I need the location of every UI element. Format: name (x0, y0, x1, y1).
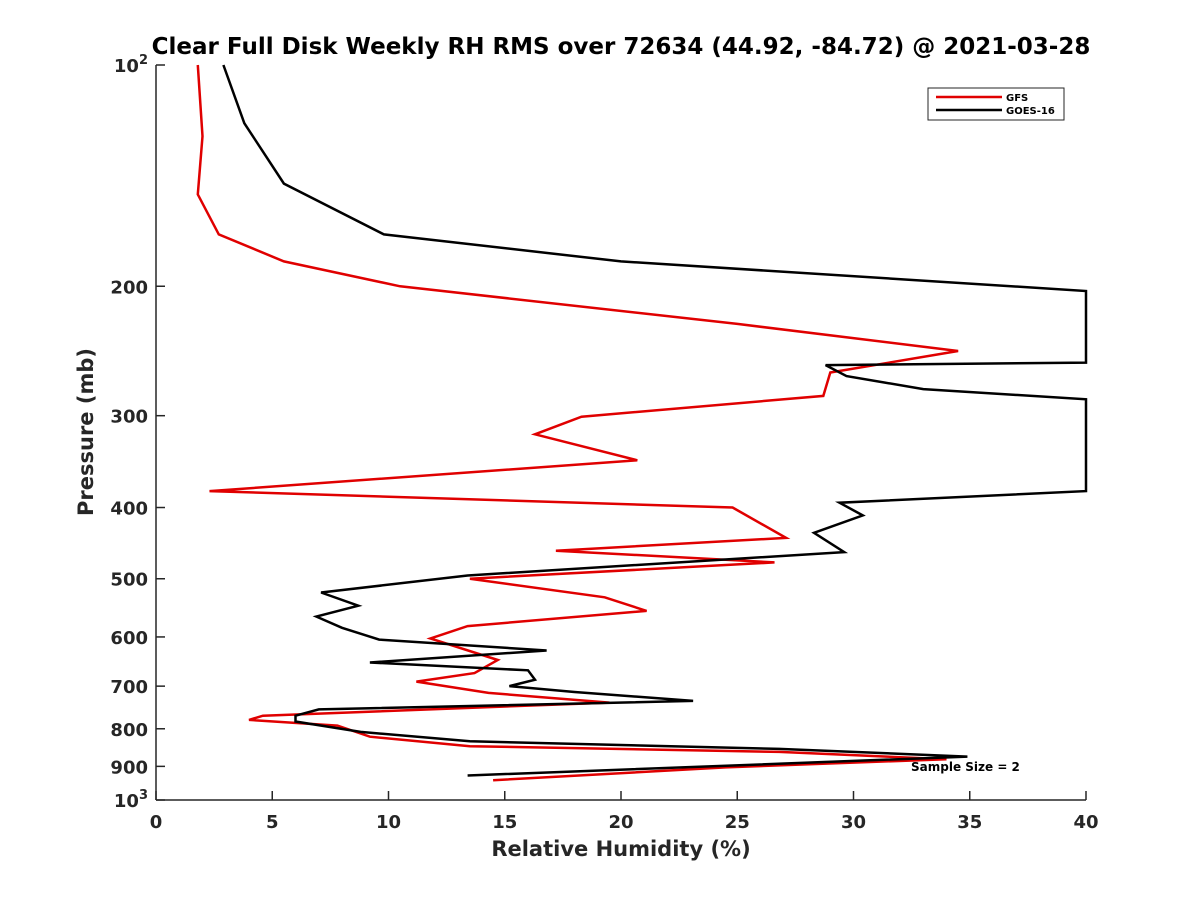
x-tick-label: 25 (725, 812, 750, 833)
y-tick-base: 10 (114, 56, 139, 77)
y-tick-label: 600 (110, 628, 148, 649)
y-tick-label: 200 (110, 277, 148, 298)
x-tick-label: 5 (266, 812, 279, 833)
sample-size-annotation: Sample Size = 2 (911, 760, 1020, 774)
y-axis-label: Pressure (mb) (74, 348, 98, 516)
x-tick-label: 40 (1073, 812, 1098, 833)
y-tick-label: 900 (110, 757, 148, 778)
x-tick-label: 0 (150, 812, 163, 833)
y-tick-label-power: 102 (114, 53, 148, 77)
series-line-goes16 (222, 64, 1088, 777)
y-tick-label: 700 (110, 677, 148, 698)
y-tick-label: 300 (110, 407, 148, 428)
x-tick-label: 10 (376, 812, 401, 833)
legend-label-goes16: GOES-16 (1006, 106, 1055, 117)
x-ticks: 0 5 10 15 20 25 30 35 40 (150, 791, 1099, 833)
x-axis-label: Relative Humidity (%) (491, 837, 750, 861)
x-tick-label: 15 (492, 812, 517, 833)
chart-title: Clear Full Disk Weekly RH RMS over 72634… (152, 34, 1091, 60)
y-tick-label: 800 (110, 720, 148, 741)
y-tick-exponent: 3 (139, 788, 148, 803)
legend: GFS GOES-16 (927, 87, 1065, 121)
x-tick-label: 20 (608, 812, 633, 833)
x-tick-label: 30 (841, 812, 866, 833)
y-tick-exponent: 2 (139, 53, 148, 68)
y-tick-label: 400 (110, 499, 148, 520)
y-tick-label: 500 (110, 570, 148, 591)
legend-label-gfs: GFS (1006, 93, 1028, 104)
y-tick-label-power: 103 (114, 788, 148, 812)
series-layer (196, 64, 1088, 782)
series-line-gfs (196, 64, 959, 782)
x-tick-label: 35 (957, 812, 982, 833)
legend-box (927, 87, 1065, 121)
y-tick-base: 10 (114, 791, 139, 812)
